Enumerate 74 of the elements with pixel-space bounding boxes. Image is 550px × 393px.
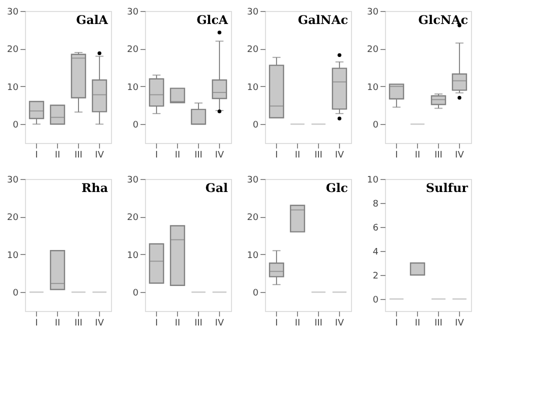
y-tick-label: 6: [372, 224, 379, 234]
x-tick-label: II: [414, 150, 420, 160]
y-tick-label: 0: [252, 120, 259, 131]
y-tick-label: 30: [247, 176, 259, 186]
y-tick-label: 0: [12, 288, 19, 299]
x-tick-label: III: [314, 150, 322, 160]
x-tick-label: I: [155, 318, 158, 328]
y-tick-label: 30: [367, 8, 379, 18]
x-tick-label: III: [314, 318, 322, 328]
x-tick-label: II: [54, 150, 60, 160]
y-tick-label: 8: [372, 200, 379, 210]
y-tick-label: 0: [132, 120, 139, 131]
chart-title: GalA: [76, 13, 109, 27]
chart-title: Sulfur: [426, 181, 469, 195]
y-tick-label: 30: [127, 176, 139, 186]
y-tick-label: 0: [12, 120, 19, 131]
y-tick-label: 30: [247, 8, 259, 18]
chart-title: GlcNAc: [418, 13, 468, 27]
y-tick-label: 10: [127, 250, 139, 261]
y-tick-label: 0: [372, 120, 379, 131]
y-tick-label: 10: [247, 82, 259, 93]
x-tick-label: IV: [335, 150, 345, 160]
x-tick-label: IV: [95, 150, 105, 160]
y-tick-label: 20: [247, 45, 259, 56]
y-tick-label: 0: [252, 288, 259, 299]
x-tick-label: I: [395, 318, 398, 328]
y-tick-label: 10: [247, 250, 259, 261]
y-tick-label: 30: [7, 8, 19, 18]
x-tick-label: IV: [95, 318, 105, 328]
y-tick-label: 30: [127, 8, 139, 18]
y-tick-label: 10: [7, 250, 19, 261]
y-tick-label: 20: [367, 45, 379, 56]
y-tick-label: 20: [7, 213, 19, 224]
y-tick-label: 10: [367, 176, 379, 186]
chart-title: Gal: [205, 181, 228, 195]
x-tick-label: IV: [215, 318, 225, 328]
x-tick-label: III: [194, 150, 202, 160]
chart-title: GlcA: [196, 13, 229, 27]
y-tick-label: 20: [127, 45, 139, 56]
x-tick-label: IV: [335, 318, 345, 328]
y-tick-label: 20: [7, 45, 19, 56]
y-tick-label: 20: [127, 213, 139, 224]
y-tick-label: 4: [372, 248, 379, 258]
y-tick-label: 30: [7, 176, 19, 186]
x-tick-label: III: [194, 318, 202, 328]
y-tick-label: 10: [127, 82, 139, 93]
y-tick-label: 0: [132, 288, 139, 299]
y-tick-label: 2: [372, 272, 378, 282]
x-tick-label: IV: [215, 150, 225, 160]
x-tick-label: I: [395, 150, 398, 160]
x-tick-label: I: [275, 318, 278, 328]
y-tick-label: 0: [372, 296, 379, 306]
x-tick-label: I: [155, 150, 158, 160]
y-tick-label: 10: [367, 82, 379, 93]
x-tick-label: II: [414, 318, 420, 328]
y-tick-label: 20: [247, 213, 259, 224]
chart-title: Rha: [82, 181, 108, 195]
x-tick-label: III: [434, 150, 442, 160]
x-tick-label: IV: [455, 318, 465, 328]
x-tick-label: I: [275, 150, 278, 160]
chart-title: Glc: [326, 181, 348, 195]
x-tick-label: I: [35, 150, 38, 160]
chart-title: GalNAc: [298, 13, 348, 27]
x-tick-label: I: [35, 318, 38, 328]
x-tick-label: III: [74, 318, 82, 328]
x-tick-label: II: [174, 150, 180, 160]
y-tick-label: 10: [7, 82, 19, 93]
x-tick-label: II: [174, 318, 180, 328]
x-tick-label: II: [294, 150, 300, 160]
x-tick-label: III: [434, 318, 442, 328]
x-tick-label: IV: [455, 150, 465, 160]
x-tick-label: II: [54, 318, 60, 328]
x-tick-label: II: [294, 318, 300, 328]
x-tick-label: III: [74, 150, 82, 160]
